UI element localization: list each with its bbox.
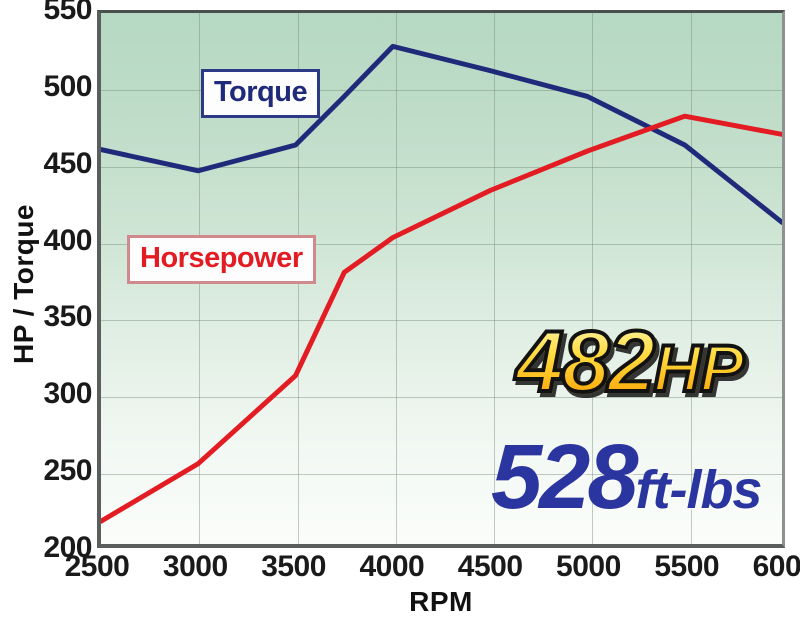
x-axis-tick: 4000 [359, 550, 425, 583]
y-axis-tick: 250 [43, 454, 92, 488]
gridline-horizontal [101, 397, 782, 399]
y-axis-tick: 500 [43, 69, 92, 103]
series-curves [101, 43, 782, 524]
x-axis-tick: 5500 [654, 550, 720, 583]
x-axis-tick: 6000 [752, 550, 800, 583]
callout-torque-value: 528 [491, 426, 638, 528]
callout-peak-torque: 528ft-lbs [491, 431, 763, 523]
gridline-vertical [494, 13, 496, 544]
gridline-horizontal [101, 320, 782, 322]
x-axis-tick: 4500 [457, 550, 523, 583]
x-axis-tick: 3500 [261, 550, 326, 583]
series-tag-horsepower: Horsepower [127, 235, 316, 284]
callout-hp-unit: HP [652, 331, 747, 405]
y-axis-tick: 450 [43, 146, 92, 180]
gridline-horizontal [101, 166, 782, 168]
x-axis-title: RPM [409, 586, 473, 617]
callout-peak-horsepower: 482HP [514, 317, 747, 407]
callout-hp-value: 482 [514, 314, 657, 410]
plot-inner [101, 13, 782, 544]
y-axis-tick: 550 [43, 0, 92, 26]
y-axis-tick-labels: 200 250 300 350 400 450 500 550 [0, 0, 92, 620]
x-axis-tick: 3000 [162, 550, 228, 583]
series-line-horsepower [101, 113, 782, 524]
y-axis-tick: 200 [43, 531, 92, 564]
callout-torque-unit: ft-lbs [635, 460, 763, 520]
x-axis-tick-labels: 2500 3000 3500 4000 4500 5000 5500 6000 [0, 552, 800, 588]
y-axis-tick: 400 [43, 223, 92, 257]
plot-area: Torque Horsepower 482HP 528ft-lbs [97, 10, 785, 548]
x-axis-tick: 2500 [64, 550, 130, 583]
series-tag-torque: Torque [201, 69, 321, 118]
y-axis-tick: 300 [43, 377, 92, 411]
gridline-vertical [592, 13, 594, 544]
gridline-horizontal [101, 89, 782, 91]
gridline-vertical [690, 13, 692, 544]
gridline-horizontal [101, 474, 782, 476]
x-axis-tick: 5000 [556, 550, 621, 583]
y-axis-title: HP / Torque [8, 203, 39, 365]
y-axis-tick: 350 [43, 300, 92, 334]
gridline-horizontal [101, 243, 782, 245]
gridline-vertical [395, 13, 397, 544]
